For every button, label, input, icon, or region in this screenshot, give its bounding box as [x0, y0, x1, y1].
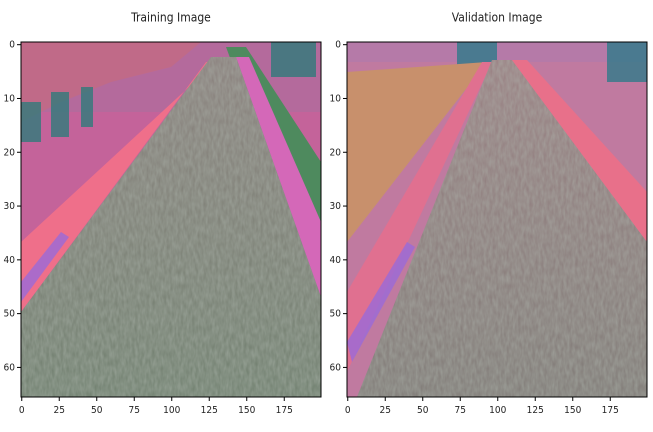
y-tick-label: 0 [335, 40, 341, 51]
x-tick-label: 75 [129, 405, 140, 416]
x-tick-label: 100 [163, 405, 180, 416]
x-tick-label: 125 [201, 405, 218, 416]
x-tick-label: 150 [564, 405, 581, 416]
image-training [21, 42, 321, 397]
y-tick-label: 10 [4, 93, 16, 104]
y-tick-label: 40 [330, 255, 342, 266]
x-tick-label: 125 [527, 405, 544, 416]
x-tick-label: 150 [238, 405, 255, 416]
y-tick-label: 30 [4, 201, 16, 212]
x-tick-label: 0 [345, 405, 351, 416]
x-tick-label: 50 [91, 405, 103, 416]
y-tick-label: 60 [4, 362, 16, 373]
x-tick-label: 175 [602, 405, 619, 416]
y-tick-label: 20 [330, 147, 342, 158]
x-tick-label: 50 [417, 405, 429, 416]
y-tick-label: 50 [330, 309, 342, 320]
chart-title: Validation Image [452, 11, 543, 25]
y-tick-label: 10 [330, 93, 342, 104]
x-tick-label: 75 [455, 405, 466, 416]
axes-frame [346, 41, 648, 398]
x-tick-label: 25 [380, 405, 391, 416]
y-tick-label: 50 [4, 309, 16, 320]
y-tick-label: 0 [9, 40, 15, 51]
x-tick-label: 100 [489, 405, 506, 416]
y-tick-label: 20 [4, 147, 16, 158]
image-validation [347, 42, 647, 397]
x-tick-label: 0 [19, 405, 25, 416]
y-tick-label: 60 [330, 362, 342, 373]
y-tick-label: 30 [330, 201, 342, 212]
axes-frame [20, 41, 322, 398]
x-tick-label: 175 [276, 405, 293, 416]
y-tick-label: 40 [4, 255, 16, 266]
chart-title: Training Image [130, 11, 211, 25]
x-tick-label: 25 [54, 405, 65, 416]
